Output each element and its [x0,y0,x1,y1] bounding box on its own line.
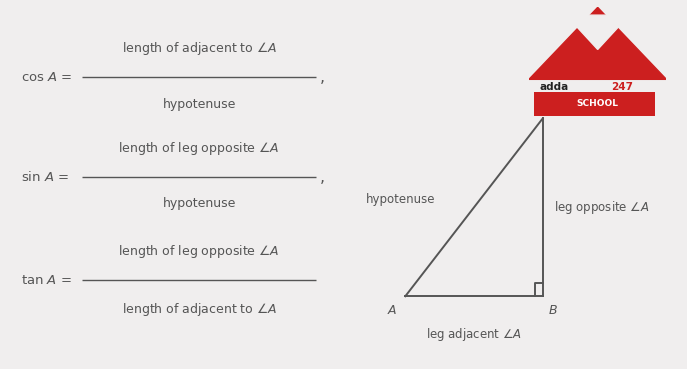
Text: 247: 247 [611,82,633,92]
Text: sin $A$ =: sin $A$ = [21,170,69,184]
Text: hypotenuse: hypotenuse [163,98,236,111]
FancyBboxPatch shape [534,92,655,116]
Text: cos $A$ =: cos $A$ = [21,71,72,84]
Text: length of leg opposite $\angle A$: length of leg opposite $\angle A$ [118,243,280,260]
Text: tan $A$ =: tan $A$ = [21,274,71,287]
Text: leg adjacent $\angle A$: leg adjacent $\angle A$ [426,326,522,343]
Text: A: A [387,304,396,317]
Text: length of adjacent to $\angle A$: length of adjacent to $\angle A$ [122,301,277,318]
Text: leg opposite $\angle A$: leg opposite $\angle A$ [554,199,649,216]
Text: hypotenuse: hypotenuse [163,197,236,210]
Text: ,: , [319,70,324,85]
Text: length of adjacent to $\angle A$: length of adjacent to $\angle A$ [122,40,277,57]
Polygon shape [566,15,629,49]
Text: C: C [548,103,557,116]
Text: B: B [548,304,557,317]
Polygon shape [529,7,666,79]
Text: adda: adda [540,82,570,92]
Text: length of leg opposite $\angle A$: length of leg opposite $\angle A$ [118,140,280,157]
Text: hypotenuse: hypotenuse [366,193,436,206]
Text: SCHOOL: SCHOOL [576,99,619,108]
Text: ,: , [319,170,324,184]
